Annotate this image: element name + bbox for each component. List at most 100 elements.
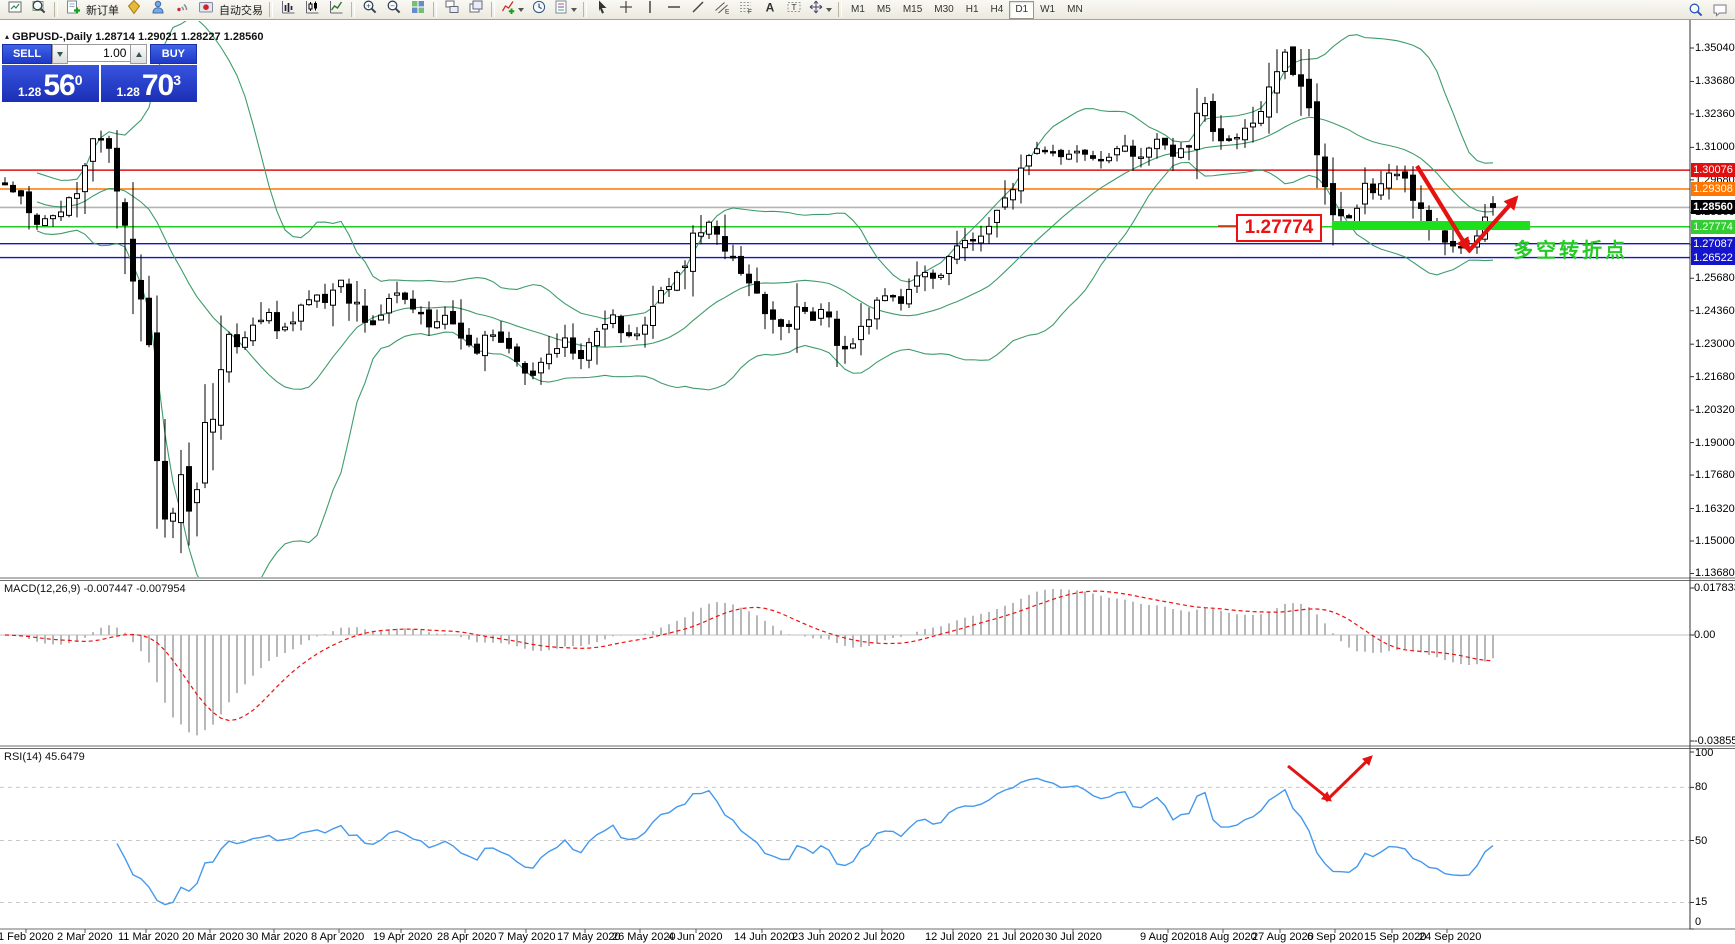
market-watch-button[interactable] xyxy=(27,0,51,20)
timeframe-h4-button[interactable]: H4 xyxy=(990,3,1004,15)
timeframe-m15-button[interactable]: M15 xyxy=(902,3,923,15)
bull-candle xyxy=(698,232,704,237)
buy-price-button[interactable]: 1.28 70 3 xyxy=(100,65,197,102)
timeframe-m30-button[interactable]: M30 xyxy=(934,3,954,15)
bear-candle xyxy=(1490,203,1496,208)
text-button[interactable]: A xyxy=(758,0,782,20)
equidistant-channel-button[interactable]: E xyxy=(710,0,734,20)
bull-candle xyxy=(634,333,640,337)
support-zone-band xyxy=(1332,221,1530,230)
signals-icon xyxy=(174,0,190,20)
add-indicator-button[interactable] xyxy=(498,0,527,20)
volume-decrease-button[interactable] xyxy=(52,44,69,64)
arrange-windows-button[interactable] xyxy=(440,0,464,20)
fibonacci-button[interactable]: F xyxy=(734,0,758,20)
bear-candle xyxy=(186,466,192,512)
bear-candle xyxy=(530,370,536,376)
toolbar-separator xyxy=(433,2,437,17)
timeframe-m1-button[interactable]: M1 xyxy=(851,3,865,15)
macd-label: MACD(12,26,9) -0.007447 -0.007954 xyxy=(4,583,186,595)
templates-icon xyxy=(553,0,569,20)
bear-candle xyxy=(1450,240,1456,247)
line-chart-button[interactable] xyxy=(324,0,348,20)
main-chart-panel[interactable] xyxy=(0,19,1690,604)
date-label: 17 May 2020 xyxy=(557,931,621,943)
bull-candle xyxy=(554,348,560,354)
bear-candle xyxy=(898,296,904,304)
tile-windows-button[interactable] xyxy=(406,0,430,20)
bear-candle xyxy=(570,337,576,354)
bear-candle xyxy=(498,331,504,343)
templates-button[interactable] xyxy=(551,0,580,20)
new-order-button[interactable] xyxy=(61,0,85,20)
horizontal-line-button[interactable] xyxy=(662,0,686,20)
bull-candle xyxy=(1386,172,1392,189)
trendline-button[interactable] xyxy=(686,0,710,20)
timeframe-mn-button[interactable]: MN xyxy=(1067,3,1083,15)
cursor-button[interactable] xyxy=(590,0,614,20)
volume-input[interactable] xyxy=(68,44,131,62)
bull-candle xyxy=(682,265,688,268)
buy-button[interactable]: BUY xyxy=(149,44,197,64)
bull-candle xyxy=(194,489,200,504)
vertical-line-button[interactable] xyxy=(638,0,662,20)
zoom-out-button[interactable]: − xyxy=(382,0,406,20)
toolbar-separator xyxy=(351,2,355,17)
price-level-label: 1.26522 xyxy=(1691,250,1735,265)
candlestick-chart-button[interactable] xyxy=(300,0,324,20)
timeframe-m5-button[interactable]: M5 xyxy=(876,3,891,15)
bear-candle xyxy=(1330,183,1336,216)
bear-candle xyxy=(802,306,808,312)
arrows-icon xyxy=(808,0,824,20)
text-label-button[interactable]: T xyxy=(782,0,806,20)
bear-candle xyxy=(754,281,760,294)
cascade-windows-button[interactable] xyxy=(464,0,488,20)
auto-trading-label[interactable]: 自动交易 xyxy=(219,4,263,17)
bear-candle xyxy=(466,334,472,346)
bear-candle xyxy=(106,138,112,149)
new-order-label[interactable]: 新订单 xyxy=(86,4,119,17)
date-label: 4 Jun 2020 xyxy=(668,931,723,943)
bull-candle xyxy=(538,361,544,374)
sell-price-button[interactable]: 1.28 56 0 xyxy=(2,65,99,102)
price-tick-label: 1.31000 xyxy=(1695,141,1735,154)
bull-candle xyxy=(1394,173,1400,177)
volume-increase-button[interactable] xyxy=(130,44,147,64)
news-button[interactable] xyxy=(122,0,146,20)
rsi-tick-label: 100 xyxy=(1695,747,1714,759)
search-button[interactable] xyxy=(1684,0,1708,20)
arrows-button[interactable] xyxy=(806,0,835,20)
ohlc-values: 1.28714 1.29021 1.28227 1.28560 xyxy=(95,31,264,43)
chat-button[interactable] xyxy=(1708,0,1732,20)
rsi-label: RSI(14) 45.6479 xyxy=(4,751,85,763)
bear-candle xyxy=(26,191,32,214)
bar-chart-button[interactable] xyxy=(276,0,300,20)
macd-panel[interactable] xyxy=(0,589,1690,736)
charts-window-button[interactable] xyxy=(3,0,27,20)
bear-candle xyxy=(1186,145,1192,148)
bear-candle xyxy=(1082,149,1088,155)
timeframe-h1-button[interactable]: H1 xyxy=(965,3,979,15)
period-button[interactable] xyxy=(527,0,551,20)
crosshair-button[interactable] xyxy=(614,0,638,20)
auto-trading-button[interactable] xyxy=(194,0,218,20)
price-tick-label: 1.20320 xyxy=(1695,404,1735,417)
bear-candle xyxy=(1090,155,1096,159)
profiles-button[interactable] xyxy=(146,0,170,20)
timeframe-w1-button[interactable]: W1 xyxy=(1040,3,1056,15)
zoom-in-button[interactable]: + xyxy=(358,0,382,20)
zoom-in-icon: + xyxy=(362,0,378,20)
zoom-out-icon: − xyxy=(386,0,402,20)
signals-button[interactable] xyxy=(170,0,194,20)
bear-candle xyxy=(1098,158,1104,162)
sell-button[interactable]: SELL xyxy=(2,44,53,64)
text-icon: A xyxy=(762,0,778,20)
timeframe-d1-button[interactable]: D1 xyxy=(1009,0,1035,19)
charts-window-icon xyxy=(7,0,23,20)
rsi-panel[interactable] xyxy=(0,777,1690,906)
bull-candle xyxy=(298,304,304,322)
svg-text:A: A xyxy=(766,1,775,15)
bull-candle xyxy=(1266,86,1272,118)
one-click-trading-panel: SELL BUY 1.28 56 0 1.28 70 3 xyxy=(2,44,197,102)
